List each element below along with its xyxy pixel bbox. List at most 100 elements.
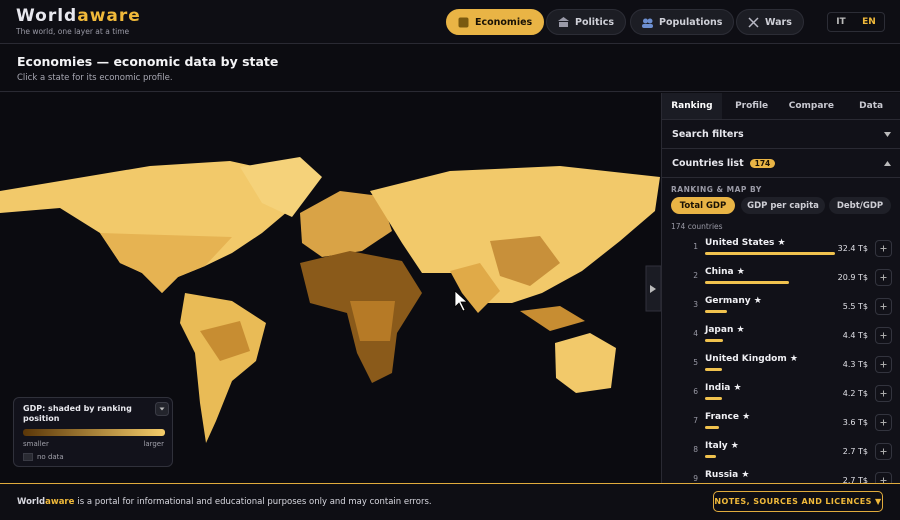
search-filters[interactable]: Search filters [662,121,900,149]
add-button[interactable] [875,240,892,257]
footer-text: Worldaware is a portal for informational … [17,497,432,507]
count-text: 174 countries [671,222,723,231]
ranking-row[interactable]: 7 France ★ 3.6 T$ [662,409,900,438]
count-badge: 174 [749,159,776,168]
continent[interactable] [0,161,300,293]
country-name: Germany ★ [705,296,762,306]
section-label: Countries list [672,158,744,169]
tagline: The world, one layer at a time [16,27,130,36]
nav-button[interactable]: Populations [630,9,735,35]
nav-label: Wars [765,16,792,28]
legend-toggle[interactable] [155,402,169,416]
tab[interactable]: Compare [781,93,842,120]
section-label: Search filters [672,129,744,140]
nav-button[interactable]: Economies [446,9,545,35]
rank: 8 [693,445,698,454]
logo[interactable]: Worldaware [16,6,141,26]
continent[interactable] [370,166,660,303]
ranking-row[interactable]: 8 Italy ★ 2.7 T$ [662,438,900,467]
page-heading [0,45,900,92]
icon [880,332,887,339]
icon [650,285,656,293]
legend-low: smaller [23,440,49,448]
nav-label: Economies [475,16,533,28]
nav-button[interactable]: Politics [546,9,627,35]
add-button[interactable] [875,443,892,460]
metric-pill[interactable]: Total GDP [671,197,735,214]
add-button[interactable] [875,269,892,286]
ranking-row[interactable]: 1 United States ★ 32.4 T$ [662,235,900,264]
country-name: China ★ [705,267,745,277]
country-name: Italy ★ [705,441,739,451]
icon [558,16,569,27]
language[interactable]: EN [862,17,876,27]
logo-second: aware [77,6,141,26]
country[interactable] [200,321,250,361]
country-name: Japan ★ [705,325,745,335]
countries-list-toggle[interactable]: Countries list 174 [662,150,900,178]
legend: GDP: shaded by ranking position smaller … [13,397,173,467]
add-button[interactable] [875,298,892,315]
notes-button[interactable]: NOTES, SOURCES AND LICENCES ▼ [713,491,883,512]
rank: 3 [693,300,698,309]
nav-button[interactable]: Wars [736,9,804,35]
legend-gradient [23,429,165,436]
value-bar [705,281,789,284]
legend-title: GDP: shaded by ranking position [23,404,132,423]
value-label: 4.3 T$ [842,360,868,369]
icon [880,390,887,397]
metric-pill[interactable]: GDP per capita [741,197,825,214]
continent[interactable] [300,191,392,257]
tab[interactable]: Data [841,93,900,120]
country[interactable] [450,263,500,313]
ranking-row[interactable]: 3 Germany ★ 5.5 T$ [662,293,900,322]
value-label: 20.9 T$ [837,273,868,282]
country[interactable] [490,236,560,286]
country[interactable] [100,233,232,293]
nav-label: Populations [659,16,723,28]
logo-first: World [16,6,78,26]
add-button[interactable] [875,356,892,373]
value-label: 2.7 T$ [842,447,868,456]
icon [748,16,759,28]
continent[interactable] [240,157,322,217]
ranking-row[interactable]: 5 United Kingdom ★ 4.3 T$ [662,351,900,380]
language-switch: IT EN [827,12,885,32]
ranking-row[interactable]: 2 China ★ 20.9 T$ [662,264,900,293]
country-name: Russia ★ [705,470,750,480]
continent[interactable] [180,293,266,443]
icon [880,477,887,483]
islands[interactable] [520,306,585,331]
continent[interactable] [555,333,616,393]
value-bar [705,368,723,371]
ranking-row[interactable]: 9 Russia ★ 2.7 T$ [662,467,900,483]
value-label: 5.5 T$ [842,302,868,311]
ranking-row[interactable]: 4 Japan ★ 4.4 T$ [662,322,900,351]
language[interactable]: IT [836,17,846,27]
metric-pill[interactable]: Debt/GDP [829,197,891,214]
country-name: France ★ [705,412,751,422]
value-label: 4.4 T$ [842,331,868,340]
add-button[interactable] [875,385,892,402]
icon [880,419,887,426]
tab[interactable]: Profile [721,93,782,120]
ranking-row[interactable]: 6 India ★ 4.2 T$ [662,380,900,409]
footer [0,483,900,520]
tab[interactable]: Ranking [662,93,722,120]
rank: 6 [693,387,698,396]
disclaimer: is a portal for informational and educat… [77,497,432,507]
rank: 1 [693,242,698,251]
legend-no-data: no data [37,453,64,461]
value-bar [705,252,835,255]
rank: 2 [693,271,698,280]
country[interactable] [350,301,395,341]
add-button[interactable] [875,414,892,431]
no-data-swatch [23,453,33,461]
add-button[interactable] [875,327,892,344]
add-button[interactable] [875,472,892,483]
ranking-by-label: RANKING & MAP BY [671,185,762,194]
value-label: 32.4 T$ [837,244,868,253]
footer-brand-second: aware [45,497,75,507]
rank: 9 [693,474,698,483]
